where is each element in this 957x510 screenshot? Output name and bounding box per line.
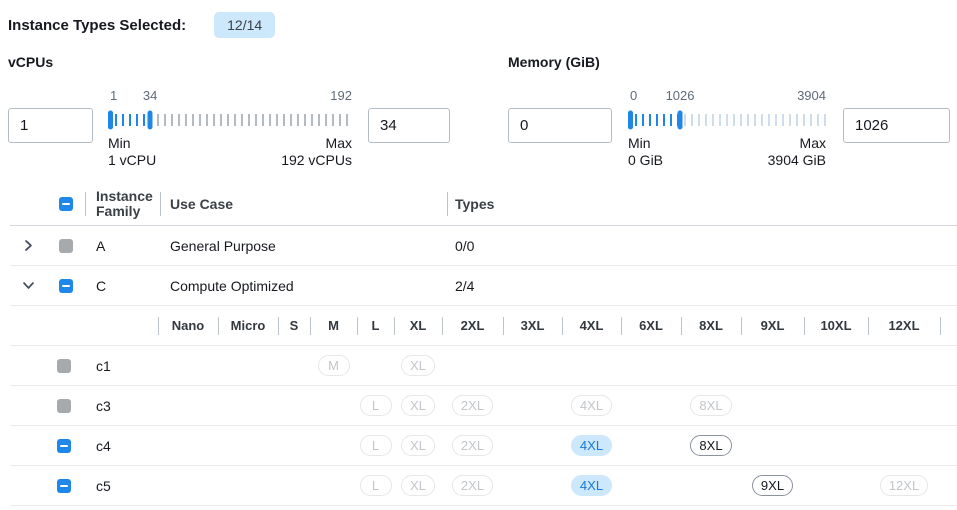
family-row-a: A General Purpose 0/0 xyxy=(10,226,957,266)
column-header-use-case: Use Case xyxy=(160,196,447,212)
memory-max-value-label: 3904 xyxy=(797,88,826,103)
page-title: Instance Types Selected: xyxy=(8,16,187,34)
memory-range-slider: 0 1026 3904 Min 0 GiB Max xyxy=(628,88,826,169)
instance-row-c4: c4 L XL 2XL 4XL 8XL xyxy=(10,426,957,466)
filter-vcpus: vCPUs 1 34 192 Min 1 vCPU xyxy=(8,54,450,169)
vcpus-slider-ticks xyxy=(108,114,352,126)
size-pill-c5-l: L xyxy=(359,475,392,496)
size-pill-c4-8xl[interactable]: 8XL xyxy=(690,435,732,456)
family-checkbox-a xyxy=(58,238,73,253)
instance-name: c4 xyxy=(96,437,111,454)
size-pill-c4-l: L xyxy=(359,435,392,456)
vcpus-label: vCPUs xyxy=(8,54,54,70)
size-column-3xl: 3XL xyxy=(503,306,562,345)
size-column-m: M xyxy=(310,306,357,345)
filter-memory: Memory (GiB) 0 1026 3904 Min xyxy=(508,54,950,169)
filters-section: vCPUs 1 34 192 Min 1 vCPU xyxy=(0,54,957,169)
vcpus-slider-selected-range xyxy=(108,114,151,126)
instance-row-c5: c5 L XL 2XL 4XL 9XL 12XL xyxy=(10,466,957,506)
memory-max-input[interactable] xyxy=(843,108,950,143)
instance-checkbox-c4[interactable] xyxy=(57,438,71,453)
size-pill-c4-4xl[interactable]: 4XL xyxy=(570,435,613,456)
vcpus-max-value-label: 192 xyxy=(330,88,352,103)
column-header-instance-family: Instance Family xyxy=(85,189,160,219)
instance-row-c1: c1 M XL xyxy=(10,346,957,386)
vcpus-range-slider: 1 34 192 Min 1 vCPU Max xyxy=(108,88,352,169)
family-name: A xyxy=(96,237,106,254)
family-checkbox-c[interactable] xyxy=(58,278,73,293)
selected-count-badge: 12/14 xyxy=(214,12,276,38)
family-use-case: General Purpose xyxy=(170,237,276,254)
topbar: Instance Types Selected: 12/14 xyxy=(0,0,957,40)
sizes-header-row: Nano Micro S M L XL 2XL 3XL 4XL 6XL 8XL 9XL 10XL 12XL xyxy=(10,306,957,346)
size-pill-c4-2xl: 2XL xyxy=(451,435,494,456)
size-column-8xl: 8XL xyxy=(681,306,741,345)
size-column-2xl: 2XL xyxy=(442,306,503,345)
size-pill-c5-2xl: 2XL xyxy=(451,475,494,496)
memory-min-caption: Min 0 GiB xyxy=(628,135,664,168)
size-pill-c5-12xl: 12XL xyxy=(879,475,929,496)
size-column-6xl: 6XL xyxy=(621,306,681,345)
size-column-9xl: 9XL xyxy=(741,306,804,345)
size-pill-c5-4xl[interactable]: 4XL xyxy=(570,475,613,496)
chevron-down-icon[interactable] xyxy=(10,279,46,292)
instance-family-table: Instance Family Use Case Types A General … xyxy=(10,183,957,506)
size-column-xl: XL xyxy=(394,306,442,345)
instance-checkbox-c5[interactable] xyxy=(57,478,71,493)
vcpus-upper-value-label: 34 xyxy=(142,88,158,103)
size-column-l: L xyxy=(357,306,394,345)
memory-lower-value-label: 0 xyxy=(630,88,638,103)
size-column-s: S xyxy=(278,306,310,345)
memory-slider-track[interactable] xyxy=(628,110,826,130)
size-pill-c3-l: L xyxy=(359,395,392,416)
size-column-4xl: 4XL xyxy=(562,306,621,345)
family-name: C xyxy=(96,277,107,294)
vcpus-slider-track[interactable] xyxy=(108,110,352,130)
column-header-types: Types xyxy=(447,196,957,212)
table-header-row: Instance Family Use Case Types xyxy=(10,183,957,226)
family-types-count: 2/4 xyxy=(455,277,475,294)
chevron-right-icon[interactable] xyxy=(10,239,46,252)
instance-name: c3 xyxy=(96,397,111,414)
instance-row-c3: c3 L XL 2XL 4XL 8XL xyxy=(10,386,957,426)
size-pill-c1-m: M xyxy=(317,355,350,376)
family-use-case: Compute Optimized xyxy=(170,277,294,294)
select-all-checkbox[interactable] xyxy=(58,197,73,211)
instance-checkbox-c1 xyxy=(57,358,71,373)
size-column-nano: Nano xyxy=(158,306,218,345)
size-pill-c3-8xl: 8XL xyxy=(690,395,732,416)
instance-checkbox-c3 xyxy=(57,398,71,413)
vcpus-max-input[interactable] xyxy=(368,108,450,143)
family-types-count: 0/0 xyxy=(455,237,475,254)
instance-name: c5 xyxy=(96,477,111,494)
memory-max-caption: Max 3904 GiB xyxy=(767,135,826,168)
vcpus-min-caption: Min 1 vCPU xyxy=(108,135,157,168)
size-pill-c1-xl: XL xyxy=(401,355,435,376)
size-pill-c5-9xl[interactable]: 9XL xyxy=(751,475,794,496)
family-row-c: C Compute Optimized 2/4 xyxy=(10,266,957,306)
table-body: A General Purpose 0/0 C Compute Optimized 2/4… xyxy=(10,226,957,506)
size-pill-c5-xl: XL xyxy=(401,475,435,496)
memory-upper-value-label: 1026 xyxy=(665,88,695,103)
memory-min-input[interactable] xyxy=(508,108,612,143)
vcpus-slider-handle-lower[interactable] xyxy=(108,110,113,130)
size-column-12xl: 12XL xyxy=(868,306,940,345)
memory-slider-selected-range xyxy=(628,114,681,126)
vcpus-max-caption: Max 192 vCPUs xyxy=(281,135,352,168)
size-pill-c3-xl: XL xyxy=(401,395,435,416)
vcpus-min-input[interactable] xyxy=(8,108,93,143)
size-pill-c3-2xl: 2XL xyxy=(451,395,494,416)
size-pill-c3-4xl: 4XL xyxy=(570,395,613,416)
vcpus-slider-handle-upper[interactable] xyxy=(147,110,153,130)
size-column-micro: Micro xyxy=(218,306,278,345)
memory-label: Memory (GiB) xyxy=(508,54,600,70)
size-pill-c4-xl: XL xyxy=(401,435,435,456)
memory-slider-handle-upper[interactable] xyxy=(677,110,683,130)
instance-name: c1 xyxy=(96,357,111,374)
vcpus-lower-value-label: 1 xyxy=(110,88,118,103)
memory-slider-handle-lower[interactable] xyxy=(628,110,633,130)
size-column-10xl: 10XL xyxy=(804,306,868,345)
